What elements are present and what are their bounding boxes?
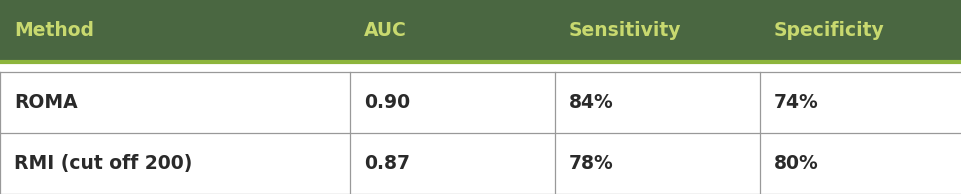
- Text: Sensitivity: Sensitivity: [568, 22, 680, 41]
- Text: 0.87: 0.87: [363, 154, 409, 173]
- Bar: [0, 133, 961, 194]
- Text: 0.90: 0.90: [363, 93, 409, 112]
- Text: Specificity: Specificity: [774, 22, 884, 41]
- Text: 80%: 80%: [774, 154, 818, 173]
- Text: RMI (cut off 200): RMI (cut off 200): [14, 154, 192, 173]
- Text: AUC: AUC: [363, 22, 407, 41]
- Text: 84%: 84%: [568, 93, 613, 112]
- Text: 74%: 74%: [774, 93, 818, 112]
- Bar: [0, 62, 961, 72]
- Bar: [0, 72, 961, 133]
- Text: Method: Method: [14, 22, 94, 41]
- Text: 78%: 78%: [568, 154, 613, 173]
- Text: ROMA: ROMA: [14, 93, 78, 112]
- Bar: [0, 0, 961, 62]
